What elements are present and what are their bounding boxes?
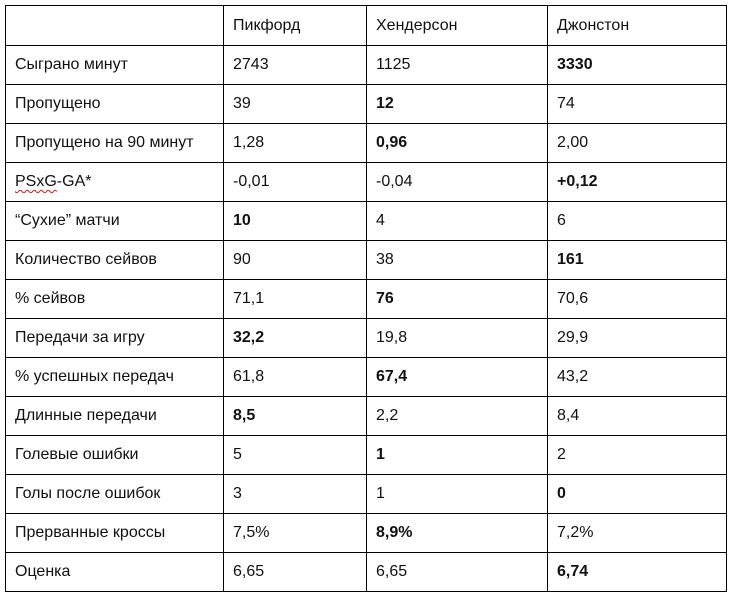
- value-cell: 7,2%: [547, 513, 727, 553]
- value-cell: 7,5%: [223, 513, 367, 553]
- row-label-suffix: -GA*: [56, 173, 92, 190]
- table-row: % успешных передач 61,8 67,4 43,2: [5, 357, 727, 397]
- value-cell: 71,1: [223, 279, 367, 319]
- table-row: Голы после ошибок 3 1 0: [5, 474, 727, 514]
- value-cell: 61,8: [223, 357, 367, 397]
- value-cell: 12: [366, 84, 548, 124]
- value-cell: 2: [547, 435, 727, 475]
- row-label: Прерванные кроссы: [5, 513, 224, 553]
- table-row: Голевые ошибки 5 1 2: [5, 435, 727, 475]
- value-cell: -0,01: [223, 162, 367, 202]
- header-cell-pickford: Пикфорд: [223, 5, 367, 46]
- value-cell: 1125: [366, 45, 548, 85]
- row-label: Пропущено: [5, 84, 224, 124]
- value-cell: 10: [223, 201, 367, 241]
- row-label: % успешных передач: [5, 357, 224, 397]
- value-cell: 0,96: [366, 123, 548, 163]
- value-cell: 76: [366, 279, 548, 319]
- value-cell: +0,12: [547, 162, 727, 202]
- value-cell: 32,2: [223, 318, 367, 358]
- table-row: Пропущено 39 12 74: [5, 84, 727, 124]
- value-cell: 67,4: [366, 357, 548, 397]
- row-label: Сыграно минут: [5, 45, 224, 85]
- value-cell: 5: [223, 435, 367, 475]
- table-row: “Сухие” матчи 10 4 6: [5, 201, 727, 241]
- row-label: % сейвов: [5, 279, 224, 319]
- value-cell: 1: [366, 435, 548, 475]
- table-row: % сейвов 71,1 76 70,6: [5, 279, 727, 319]
- row-label: “Сухие” матчи: [5, 201, 224, 241]
- value-cell: 70,6: [547, 279, 727, 319]
- header-cell-henderson: Хендерсон: [366, 5, 548, 46]
- value-cell: 2,00: [547, 123, 727, 163]
- value-cell: 8,5: [223, 396, 367, 436]
- spellcheck-underlined-text: PSxG: [15, 173, 57, 190]
- value-cell: 6,65: [366, 552, 548, 592]
- table-row: Оценка 6,65 6,65 6,74: [5, 552, 727, 592]
- value-cell: 0: [547, 474, 727, 514]
- row-label: Количество сейвов: [5, 240, 224, 280]
- value-cell: 4: [366, 201, 548, 241]
- value-cell: 43,2: [547, 357, 727, 397]
- value-cell: 39: [223, 84, 367, 124]
- table-row: Пропущено на 90 минут 1,28 0,96 2,00: [5, 123, 727, 163]
- row-label: Голевые ошибки: [5, 435, 224, 475]
- value-cell: 19,8: [366, 318, 548, 358]
- value-cell: 3: [223, 474, 367, 514]
- table-row: Длинные передачи 8,5 2,2 8,4: [5, 396, 727, 436]
- value-cell: 8,4: [547, 396, 727, 436]
- value-cell: -0,04: [366, 162, 548, 202]
- value-cell: 29,9: [547, 318, 727, 358]
- table-row: Сыграно минут 2743 1125 3330: [5, 45, 727, 85]
- value-cell: 6: [547, 201, 727, 241]
- row-label: Оценка: [5, 552, 224, 592]
- value-cell: 2,2: [366, 396, 548, 436]
- row-label: Голы после ошибок: [5, 474, 224, 514]
- header-row: Пикфорд Хендерсон Джонстон: [5, 5, 727, 46]
- table-row: Прерванные кроссы 7,5% 8,9% 7,2%: [5, 513, 727, 553]
- value-cell: 8,9%: [366, 513, 548, 553]
- value-cell: 6,65: [223, 552, 367, 592]
- row-label: Передачи за игру: [5, 318, 224, 358]
- table-row: Передачи за игру 32,2 19,8 29,9: [5, 318, 727, 358]
- value-cell: 38: [366, 240, 548, 280]
- value-cell: 1,28: [223, 123, 367, 163]
- row-label: PSxG-GA*: [5, 162, 224, 202]
- value-cell: 3330: [547, 45, 727, 85]
- table-row: Количество сейвов 90 38 161: [5, 240, 727, 280]
- value-cell: 6,74: [547, 552, 727, 592]
- header-cell-johnstone: Джонстон: [547, 5, 727, 46]
- value-cell: 1: [366, 474, 548, 514]
- table-row: PSxG-GA* -0,01 -0,04 +0,12: [5, 162, 727, 202]
- goalkeeper-stats-table: Пикфорд Хендерсон Джонстон Сыграно минут…: [5, 5, 727, 592]
- row-label: Длинные передачи: [5, 396, 224, 436]
- value-cell: 2743: [223, 45, 367, 85]
- header-cell-empty: [5, 5, 224, 46]
- value-cell: 90: [223, 240, 367, 280]
- value-cell: 161: [547, 240, 727, 280]
- row-label: Пропущено на 90 минут: [5, 123, 224, 163]
- value-cell: 74: [547, 84, 727, 124]
